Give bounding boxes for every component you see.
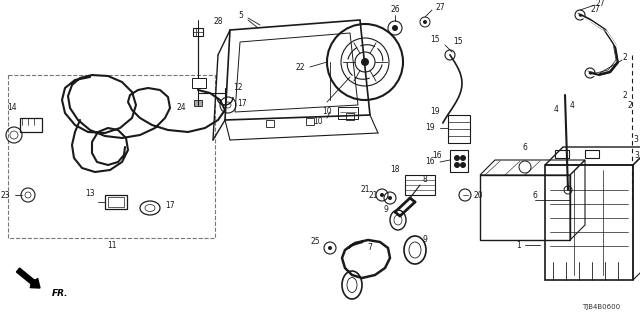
Text: 20: 20 xyxy=(473,190,483,199)
Text: 21: 21 xyxy=(369,190,378,199)
Bar xyxy=(193,28,203,36)
FancyArrow shape xyxy=(17,268,40,288)
Circle shape xyxy=(454,162,460,168)
Text: TJB4B0600: TJB4B0600 xyxy=(582,304,620,310)
Text: 14: 14 xyxy=(7,103,17,113)
Text: 23: 23 xyxy=(1,190,10,199)
Text: 6: 6 xyxy=(532,190,538,199)
Text: 15: 15 xyxy=(453,37,463,46)
Bar xyxy=(338,107,358,119)
Bar xyxy=(306,118,314,125)
Text: 24: 24 xyxy=(177,102,186,111)
Bar xyxy=(450,150,468,172)
Text: 28: 28 xyxy=(213,18,223,27)
Text: 18: 18 xyxy=(390,165,400,174)
Bar xyxy=(480,175,570,240)
Circle shape xyxy=(380,193,384,197)
Bar xyxy=(585,150,599,158)
Bar xyxy=(194,100,202,106)
Text: 2: 2 xyxy=(628,100,632,109)
Text: 1: 1 xyxy=(516,241,521,250)
Circle shape xyxy=(454,155,460,161)
Circle shape xyxy=(361,58,369,66)
Text: 2: 2 xyxy=(623,52,627,61)
Text: 13: 13 xyxy=(85,188,95,197)
Bar xyxy=(346,113,354,120)
Text: 10: 10 xyxy=(314,117,323,126)
Circle shape xyxy=(460,162,466,168)
Text: 11: 11 xyxy=(107,242,116,251)
Circle shape xyxy=(423,20,427,24)
Text: 15: 15 xyxy=(430,36,440,44)
Circle shape xyxy=(328,246,332,250)
Text: 3: 3 xyxy=(635,150,639,159)
Text: 26: 26 xyxy=(390,5,400,14)
Bar xyxy=(105,195,127,209)
Text: 19: 19 xyxy=(426,124,435,132)
Text: 6: 6 xyxy=(523,142,527,151)
Text: 27: 27 xyxy=(595,0,605,7)
Text: 22: 22 xyxy=(296,62,305,71)
Bar xyxy=(545,165,633,280)
Bar xyxy=(448,115,470,143)
Text: 9: 9 xyxy=(422,236,428,244)
Text: 5: 5 xyxy=(238,11,243,20)
Bar xyxy=(8,75,215,238)
Text: 9: 9 xyxy=(383,205,388,214)
Text: 4: 4 xyxy=(554,106,559,115)
Bar xyxy=(266,120,274,127)
Text: 2: 2 xyxy=(623,91,627,100)
Text: 27: 27 xyxy=(435,4,445,12)
Text: 10: 10 xyxy=(322,108,332,116)
Text: 8: 8 xyxy=(422,175,428,185)
Text: 21: 21 xyxy=(360,186,370,195)
Text: 16: 16 xyxy=(433,150,442,159)
Circle shape xyxy=(392,25,398,31)
Text: 27: 27 xyxy=(590,5,600,14)
Bar xyxy=(555,150,569,158)
Text: 3: 3 xyxy=(634,135,639,145)
Text: 4: 4 xyxy=(570,100,575,109)
Text: 12: 12 xyxy=(233,83,243,92)
Bar xyxy=(20,118,42,132)
Circle shape xyxy=(388,196,392,200)
Bar xyxy=(405,175,435,195)
Text: 7: 7 xyxy=(367,244,372,252)
Bar xyxy=(192,78,206,88)
Text: FR.: FR. xyxy=(52,289,68,298)
Text: 19: 19 xyxy=(430,108,440,116)
Text: 17: 17 xyxy=(165,201,175,210)
Circle shape xyxy=(460,155,466,161)
Text: 16: 16 xyxy=(426,157,435,166)
Text: 17: 17 xyxy=(237,99,247,108)
Text: 25: 25 xyxy=(310,237,320,246)
Bar xyxy=(108,197,124,207)
